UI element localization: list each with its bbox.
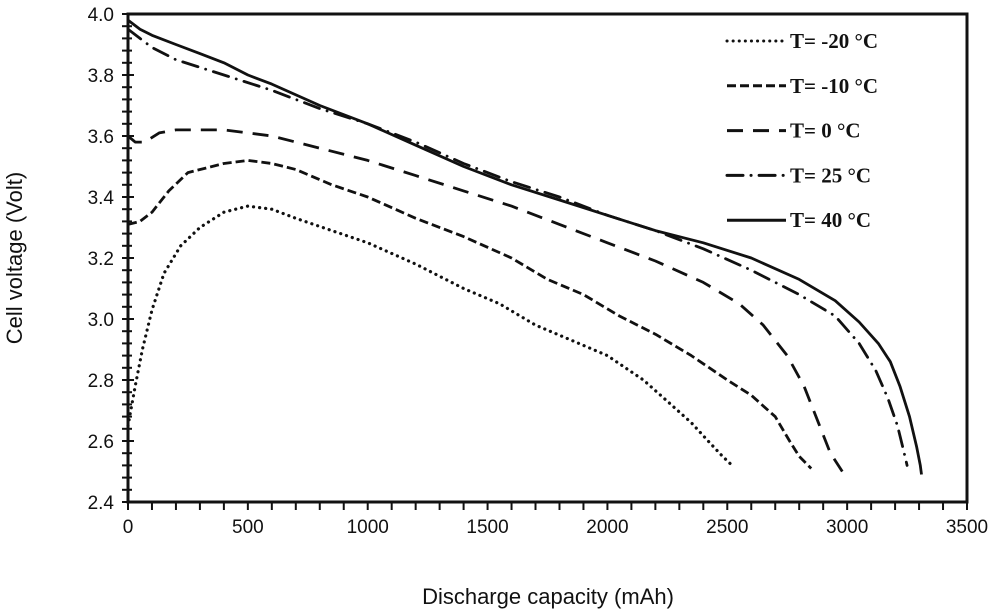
x-tick-label: 3000 bbox=[826, 517, 868, 538]
legend-label-1: T= -20 °C bbox=[790, 29, 878, 53]
y-axis-title: Cell voltage (Volt) bbox=[2, 172, 27, 344]
series-layer bbox=[126, 18, 923, 475]
legend-label-5: T= 40 °C bbox=[790, 208, 871, 232]
y-tick-label: 2.6 bbox=[88, 432, 114, 453]
legend-label-4: T= 25 °C bbox=[790, 163, 871, 187]
x-tick-label: 1500 bbox=[466, 517, 508, 538]
y-tick-label: 3.6 bbox=[88, 127, 114, 148]
x-tick-label: 2000 bbox=[586, 517, 628, 538]
series-line-3 bbox=[127, 128, 844, 473]
legend-label-3: T= 0 °C bbox=[790, 119, 861, 143]
y-tick-label: 4.0 bbox=[88, 5, 114, 26]
y-tick-label: 2.4 bbox=[88, 493, 115, 514]
y-tick-label: 2.8 bbox=[88, 371, 114, 392]
series-line-5 bbox=[127, 18, 923, 475]
x-tick-label: 0 bbox=[123, 517, 134, 538]
x-tick-label: 500 bbox=[232, 517, 264, 538]
x-tick-label: 2500 bbox=[706, 517, 748, 538]
series-line-4 bbox=[126, 27, 909, 467]
x-tick-label: 3500 bbox=[946, 517, 988, 538]
legend-label-2: T= -10 °C bbox=[790, 74, 878, 98]
y-tick-label: 3.4 bbox=[88, 188, 115, 209]
axes-layer: 0 500 1000 1500 2000 2500 3000 3500 2.4 2.6 2.8 3.0… bbox=[88, 5, 989, 538]
y-tick-label: 3.0 bbox=[88, 310, 114, 331]
y-tick-label: 3.2 bbox=[88, 249, 114, 270]
series-line-1 bbox=[126, 204, 734, 467]
x-axis-title: Discharge capacity (mAh) bbox=[422, 584, 674, 609]
legend: T= -20 °C T= -10 °C T= 0 °C T= 25 °C T= 40 °… bbox=[725, 29, 878, 232]
series-line-2 bbox=[127, 158, 813, 470]
x-tick-label: 1000 bbox=[347, 517, 389, 538]
y-tick-label: 3.8 bbox=[88, 66, 114, 87]
